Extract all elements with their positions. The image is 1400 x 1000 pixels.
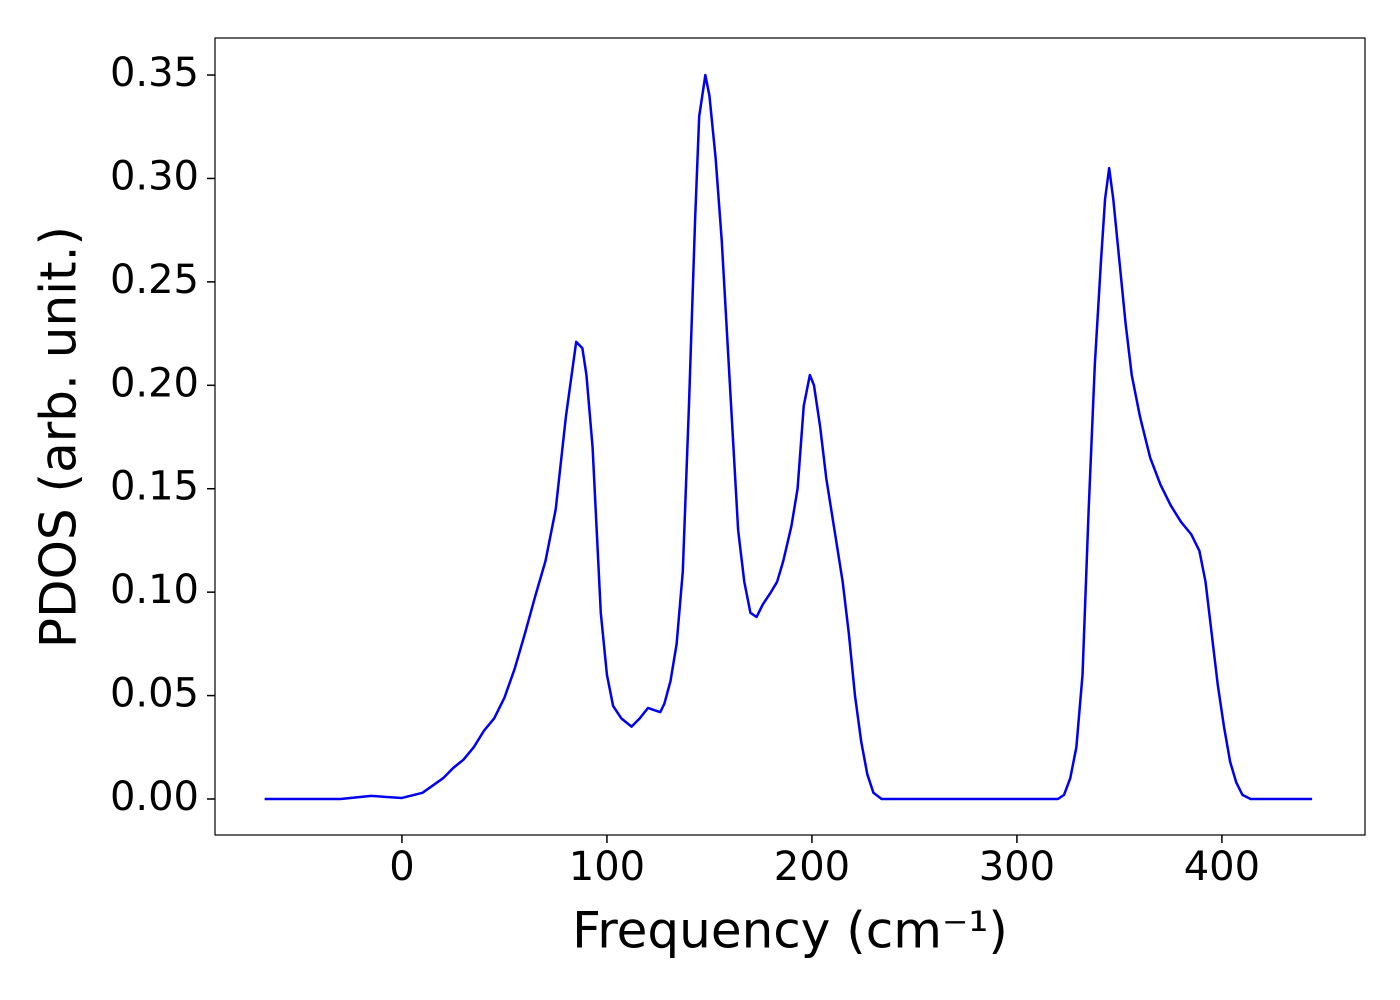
plot-frame: [214, 37, 1366, 836]
data-line: [264, 73, 1313, 801]
x-tick-label: 200: [774, 844, 850, 890]
y-tick-label: 0.35: [110, 50, 199, 96]
x-tick-label: 0: [389, 844, 414, 890]
x-tick-label: 300: [979, 844, 1055, 890]
x-tick-label: 100: [569, 844, 645, 890]
y-tick-label: 0.20: [110, 360, 199, 406]
y-tick-label: 0.15: [110, 464, 199, 510]
x-axis-label: Frequency (cm⁻¹): [572, 902, 1008, 960]
y-tick-label: 0.00: [110, 774, 199, 820]
y-axis-label: PDOS (arb. unit.): [30, 226, 88, 648]
y-tick-label: 0.05: [110, 671, 199, 717]
y-tick-label: 0.30: [110, 153, 199, 199]
y-tick-label: 0.25: [110, 257, 199, 303]
x-tick-label: 400: [1184, 844, 1260, 890]
y-tick-label: 0.10: [110, 567, 199, 613]
